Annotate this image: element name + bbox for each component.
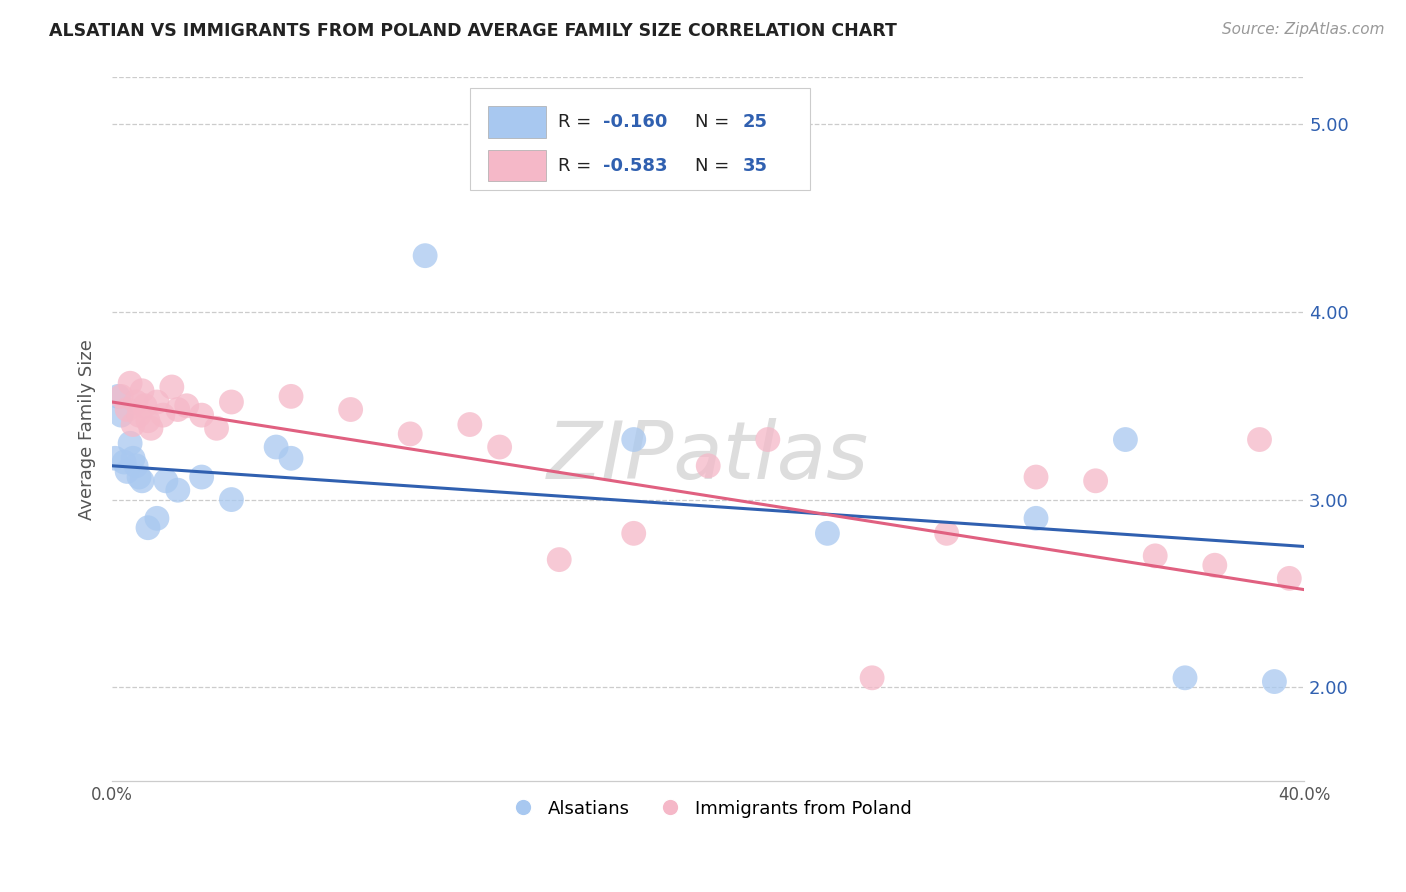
Point <box>221 492 243 507</box>
Point <box>134 399 156 413</box>
Point <box>120 436 142 450</box>
Point <box>146 395 169 409</box>
Point <box>1025 470 1047 484</box>
Legend: Alsatians, Immigrants from Poland: Alsatians, Immigrants from Poland <box>498 792 920 825</box>
Point <box>1114 433 1136 447</box>
Point <box>122 451 145 466</box>
Point <box>110 408 132 422</box>
Text: -0.583: -0.583 <box>603 157 668 175</box>
Point <box>756 433 779 447</box>
Point <box>280 451 302 466</box>
Point <box>1204 558 1226 573</box>
Point <box>107 389 129 403</box>
Point <box>1263 674 1285 689</box>
Point <box>190 408 212 422</box>
Point <box>399 426 422 441</box>
Point <box>860 671 883 685</box>
Text: Source: ZipAtlas.com: Source: ZipAtlas.com <box>1222 22 1385 37</box>
Point <box>623 526 645 541</box>
FancyBboxPatch shape <box>488 106 546 137</box>
Point <box>458 417 481 432</box>
Text: R =: R = <box>558 113 598 131</box>
Text: ALSATIAN VS IMMIGRANTS FROM POLAND AVERAGE FAMILY SIZE CORRELATION CHART: ALSATIAN VS IMMIGRANTS FROM POLAND AVERA… <box>49 22 897 40</box>
Point <box>1174 671 1197 685</box>
Text: -0.160: -0.160 <box>603 113 668 131</box>
Text: N =: N = <box>695 113 735 131</box>
Point <box>176 399 198 413</box>
Point <box>697 458 720 473</box>
Point <box>935 526 957 541</box>
Point <box>166 483 188 498</box>
Text: N =: N = <box>695 157 735 175</box>
Point <box>131 384 153 398</box>
Point <box>205 421 228 435</box>
Text: ZIPatlas: ZIPatlas <box>547 418 869 496</box>
Point <box>1144 549 1167 563</box>
Point <box>131 474 153 488</box>
Point <box>104 451 127 466</box>
Point <box>623 433 645 447</box>
Point <box>115 402 138 417</box>
Point <box>190 470 212 484</box>
Text: 35: 35 <box>742 157 768 175</box>
Point <box>413 249 436 263</box>
Point <box>115 465 138 479</box>
Point <box>152 408 174 422</box>
Point <box>128 470 150 484</box>
Point <box>155 474 177 488</box>
Y-axis label: Average Family Size: Average Family Size <box>79 339 96 520</box>
Point <box>120 376 142 391</box>
Point <box>112 455 135 469</box>
Point <box>128 408 150 422</box>
Text: 25: 25 <box>742 113 768 131</box>
Point <box>815 526 838 541</box>
Point <box>122 417 145 432</box>
FancyBboxPatch shape <box>488 150 546 181</box>
Text: R =: R = <box>558 157 598 175</box>
Point <box>221 395 243 409</box>
Point <box>136 414 159 428</box>
Point <box>125 395 148 409</box>
Point <box>1084 474 1107 488</box>
Point <box>1278 571 1301 585</box>
Point <box>264 440 287 454</box>
Point <box>488 440 510 454</box>
Point <box>136 521 159 535</box>
Point <box>1025 511 1047 525</box>
Point <box>160 380 183 394</box>
Point <box>139 421 162 435</box>
Point <box>125 458 148 473</box>
Point <box>339 402 361 417</box>
Point <box>166 402 188 417</box>
FancyBboxPatch shape <box>470 88 810 190</box>
Point <box>280 389 302 403</box>
Point <box>146 511 169 525</box>
Point <box>1249 433 1271 447</box>
Point <box>110 389 132 403</box>
Point <box>548 552 571 566</box>
